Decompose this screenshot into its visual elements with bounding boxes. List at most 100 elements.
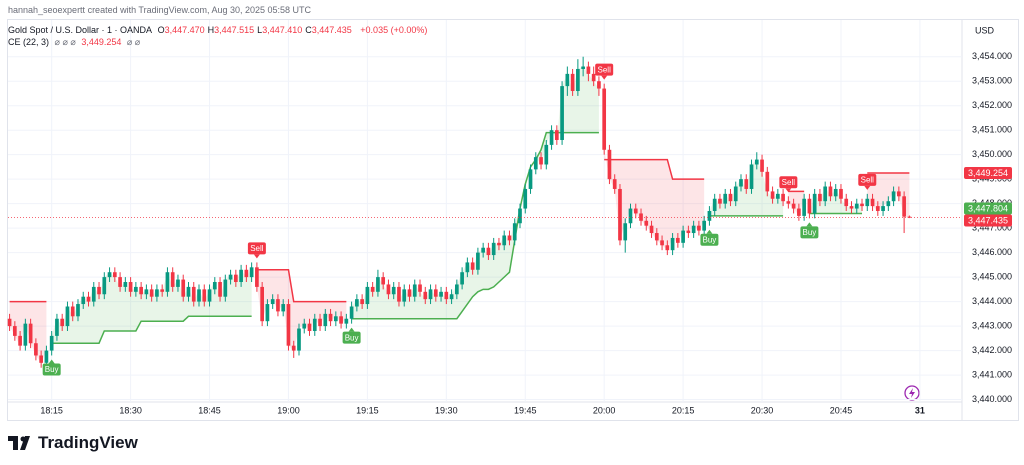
candle-body — [144, 289, 149, 295]
candle-body — [270, 299, 275, 305]
candle-body — [376, 277, 380, 292]
brand: TradingView — [38, 433, 138, 452]
candle-body — [249, 267, 254, 278]
alert-icon[interactable] — [904, 385, 920, 401]
y-tick-label: 3,441.000 — [972, 369, 1012, 379]
y-tick-label: 3,451.000 — [972, 125, 1012, 135]
candle-body — [854, 203, 859, 209]
candle-body — [7, 318, 12, 327]
candle-body — [497, 242, 501, 246]
candle-body — [423, 291, 428, 300]
candle-body — [176, 279, 180, 287]
candle-body — [623, 223, 628, 241]
candle-body — [228, 274, 233, 280]
candle-body — [291, 345, 296, 351]
candle-body — [412, 284, 417, 297]
candle-body — [328, 313, 333, 322]
candle-body — [60, 318, 65, 327]
logo[interactable]: TradingView — [8, 433, 138, 453]
x-tick-label: 18:30 — [119, 405, 142, 415]
candle-body — [760, 159, 764, 172]
stop-fill — [604, 149, 705, 251]
signal-label: Sell — [598, 65, 612, 74]
candle-body — [407, 289, 412, 297]
indicator-value: 3,449.254 — [81, 37, 122, 47]
price-tag-label: 3,447.804 — [968, 203, 1008, 213]
signal-pointer — [48, 359, 55, 364]
candle-body — [281, 304, 286, 312]
candle-body — [476, 252, 480, 270]
stop-fill — [709, 159, 784, 216]
signal-label: Sell — [782, 178, 796, 187]
currency: USD — [975, 25, 995, 35]
candle-body — [318, 318, 322, 327]
candle-body — [223, 279, 228, 297]
x-tick-label: 19:00 — [277, 405, 300, 415]
change: +0.035 (+0.00%) — [360, 25, 428, 35]
candle-body — [402, 289, 407, 302]
y-tick-label: 3,453.000 — [972, 76, 1012, 86]
candle-body — [76, 304, 80, 317]
price-tag-label: 3,449.254 — [968, 168, 1008, 178]
candle-body — [686, 230, 691, 234]
candle-body — [839, 188, 843, 199]
candle-body — [781, 193, 785, 202]
x-tick-label: 20:45 — [830, 405, 853, 415]
symbol: Gold Spot / U.S. Dollar · 1 · OANDA — [8, 25, 153, 35]
y-tick-label: 3,444.000 — [972, 296, 1012, 306]
ohlc-value: 3,447.410 — [262, 25, 303, 35]
candle-body — [902, 196, 906, 217]
candle-body — [160, 289, 165, 292]
y-tick-label: 3,440.000 — [972, 394, 1012, 404]
ohlc-key: C — [305, 25, 312, 35]
candle-body — [870, 198, 875, 207]
signal-pointer — [601, 75, 608, 80]
candle-body — [586, 66, 591, 74]
candle-body — [102, 277, 107, 295]
candle-body — [307, 323, 312, 331]
y-tick-label: 3,443.000 — [972, 320, 1012, 330]
candle-body — [470, 262, 475, 270]
signal-pointer — [806, 222, 813, 227]
candle-body — [749, 164, 754, 189]
candle-body — [449, 294, 454, 300]
candle-body — [197, 289, 201, 302]
signal-pointer — [864, 185, 871, 190]
y-tick-label: 3,442.000 — [972, 345, 1012, 355]
signal-pointer — [785, 188, 792, 193]
candle-body — [670, 237, 675, 251]
ohlc-value: 3,447.515 — [214, 25, 255, 35]
candle-body — [134, 286, 138, 292]
candle-body — [312, 318, 317, 331]
candle-body — [591, 73, 596, 82]
candle-body — [486, 247, 491, 256]
frame — [7, 19, 1019, 421]
logo-mark — [8, 436, 30, 450]
candle-body — [649, 225, 654, 234]
candle-body — [733, 186, 738, 202]
candle-body — [391, 286, 396, 295]
candle-body — [460, 272, 464, 285]
x-tick-label: 19:15 — [356, 405, 379, 415]
candle-body — [865, 198, 870, 207]
candle-body — [618, 188, 622, 241]
candle-body — [170, 272, 175, 287]
y-tick-label: 3,447.000 — [972, 223, 1012, 233]
candle-body — [818, 193, 822, 202]
price-tag — [964, 214, 1012, 227]
stop-line — [604, 158, 705, 180]
candle-body — [812, 193, 817, 214]
candle-body — [718, 198, 722, 204]
candle-body — [34, 343, 38, 356]
candle-body — [581, 66, 585, 69]
candle-body — [39, 355, 43, 363]
candle-body — [386, 284, 391, 295]
candle-body — [265, 304, 270, 322]
signal-pointer — [706, 229, 713, 234]
candle-body — [702, 220, 707, 231]
candle-body — [181, 279, 186, 297]
candle-body — [381, 277, 386, 285]
signal-box — [700, 233, 719, 246]
signal-label: Buy — [803, 228, 817, 237]
signal-pointer — [348, 327, 355, 332]
